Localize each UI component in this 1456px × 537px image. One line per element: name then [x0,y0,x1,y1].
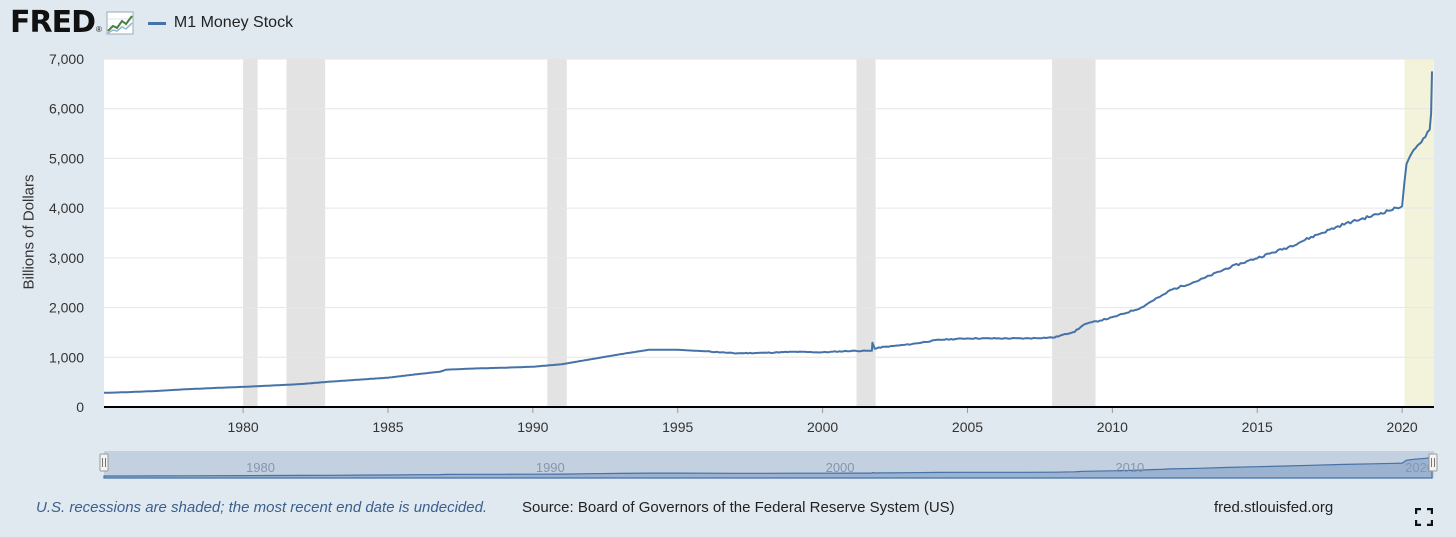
handle-body [1428,453,1438,472]
series-line-m1 [104,71,1433,394]
x-tick-label: 2005 [952,419,983,435]
x-tick-label: 1985 [372,419,403,435]
navigator-series [103,453,1433,479]
x-tick-label: 2000 [807,419,838,435]
fred-logo[interactable]: FRED ® [10,8,134,38]
handle-body [99,453,109,472]
gridlines [104,58,1434,358]
x-tick-label: 2010 [1097,419,1128,435]
navigator-label: 1980 [246,460,275,475]
x-tick-label: 2015 [1242,419,1273,435]
navigator-label: 2020 [1405,460,1434,475]
x-tick-label: 1980 [228,419,259,435]
y-tick-label: 0 [76,399,84,415]
legend-swatch [147,21,166,25]
series-lines [104,71,1433,394]
recession-band [856,59,876,407]
y-tick-label: 4,000 [49,200,84,216]
recession-band [286,59,326,407]
y-tick-label: 6,000 [49,101,84,117]
fred-url[interactable]: fred.stlouisfed.org [1214,499,1334,516]
recession-note: U.S. recessions are shaded; the most rec… [36,499,488,516]
navigator-label: 2000 [826,460,855,475]
fred-graph-icon [106,11,134,35]
registered-mark: ® [96,25,102,34]
recession-band [547,59,567,407]
y-tick-label: 3,000 [49,250,84,266]
recession-band [1052,59,1096,407]
navigator-handle-right[interactable] [1428,453,1438,472]
y-tick-label: 2,000 [49,300,84,316]
y-tick-label: 7,000 [49,51,84,67]
x-tick-label: 1990 [517,419,548,435]
x-tick-label: 2020 [1387,419,1418,435]
plot-background [104,59,1434,407]
y-tick-labels: 0 1,000 2,000 3,000 4,000 5,000 6,000 7,000 [49,51,84,415]
recession-band [243,59,258,407]
y-tick-label: 1,000 [49,349,84,365]
navigator-label: 1990 [536,460,565,475]
y-tick-label: 5,000 [49,150,84,166]
source-credit: Source: Board of Governors of the Federa… [522,499,955,516]
legend-label: M1 Money Stock [173,14,294,31]
fred-logo-text: FRED [10,5,96,40]
navigator-handle-left[interactable] [99,453,109,472]
x-tick-labels: 1980 1985 1990 1995 2000 2005 2010 2015 2020 [228,407,1418,435]
navigator: 1980 1990 2000 2010 2020 [99,451,1438,479]
fullscreen-icon[interactable] [1415,508,1433,526]
undecided-recession-band [1404,59,1434,407]
x-tick-label: 1995 [662,419,693,435]
legend[interactable]: M1 Money Stock [147,14,294,32]
chart-header: FRED ® M1 Money Stock [10,6,293,40]
recession-bands [243,59,1434,407]
navigator-label: 2010 [1115,460,1144,475]
